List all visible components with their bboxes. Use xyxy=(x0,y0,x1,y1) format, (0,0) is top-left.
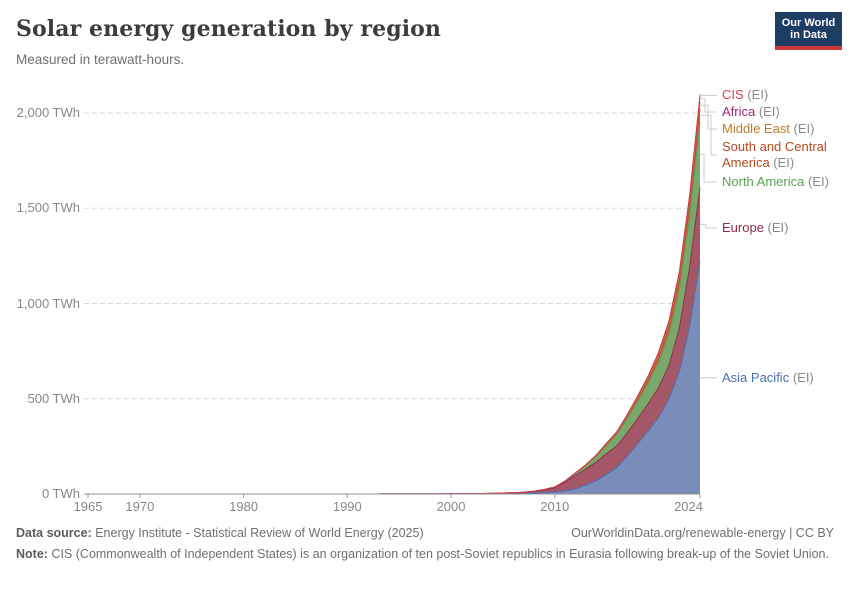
x-axis-label: 2010 xyxy=(540,499,570,514)
x-axis-label: 2000 xyxy=(436,499,466,514)
note-text: CIS (Commonwealth of Independent States)… xyxy=(51,547,829,561)
owid-logo-line1: Our World xyxy=(781,16,836,29)
area-europe xyxy=(88,187,700,495)
y-axis-label: 500 TWh xyxy=(27,390,80,406)
legend-series-name: North America xyxy=(722,174,805,189)
legend-connector xyxy=(700,104,717,130)
line-europe xyxy=(88,187,701,495)
license-label: CC BY xyxy=(795,526,834,540)
data-source-line: Data source: Energy Institute - Statisti… xyxy=(16,526,424,540)
line-north-america xyxy=(88,121,701,495)
y-axis-label: 2,000 TWh xyxy=(16,105,80,120)
legend-series-suffix: (EI) xyxy=(763,220,789,235)
y-axis-label: 1,000 TWh xyxy=(16,295,80,311)
attribution-divider: | xyxy=(789,526,793,540)
y-axis-label: 1,500 TWh xyxy=(16,200,80,216)
legend-series-name: Asia Pacific xyxy=(722,370,790,385)
owid-url-link[interactable]: OurWorldinData.org/renewable-energy xyxy=(571,526,786,540)
legend-item-south-and-central-america: South and Central America (EI) xyxy=(722,139,850,171)
legend-connector xyxy=(700,153,717,183)
owid-logo: Our World in Data xyxy=(775,12,842,50)
chart-footer: Data source: Energy Institute - Statisti… xyxy=(16,526,834,563)
line-cis xyxy=(88,94,701,495)
data-source-label: Data source: xyxy=(16,526,92,540)
legend-connector xyxy=(700,114,717,156)
area-cis xyxy=(88,94,700,494)
legend-series-suffix: (EI) xyxy=(789,370,814,385)
x-axis-label: 1970 xyxy=(125,499,155,514)
chart-subtitle: Measured in terawatt-hours. xyxy=(16,52,185,67)
x-axis-label: 1990 xyxy=(332,499,362,514)
legend-series-suffix: (EI) xyxy=(789,121,815,136)
area-north-america xyxy=(88,121,700,494)
legend-series-suffix: (EI) xyxy=(804,174,829,189)
legend-item-europe: Europe (EI) xyxy=(722,220,850,236)
legend-series-name: Middle East xyxy=(722,121,790,136)
area-africa xyxy=(88,96,700,494)
legend-series-suffix: (EI) xyxy=(743,87,769,102)
line-middle-east xyxy=(88,101,701,495)
attribution-line: OurWorldinData.org/renewable-energy | CC… xyxy=(571,526,834,540)
legend-connector xyxy=(700,223,717,229)
area-asia-pacific xyxy=(88,261,700,494)
legend-series-suffix: (EI) xyxy=(755,104,780,119)
legend-item-africa: Africa (EI) xyxy=(722,104,850,120)
legend-item-north-america: North America (EI) xyxy=(722,174,850,190)
line-south-and-central-america xyxy=(88,108,701,495)
note-label: Note: xyxy=(16,547,48,561)
y-axis-label: 0 TWh xyxy=(41,486,80,501)
owid-logo-line2: in Data xyxy=(790,29,827,41)
x-axis-label: 1965 xyxy=(73,499,103,514)
area-south-and-central-america xyxy=(88,109,700,494)
data-source-text: Energy Institute - Statistical Review of… xyxy=(95,526,424,540)
legend-item-asia-pacific: Asia Pacific (EI) xyxy=(722,370,850,386)
legend-series-name: South and Central America xyxy=(722,139,827,170)
area-middle-east xyxy=(88,101,700,494)
legend-series-name: Europe xyxy=(722,220,764,235)
legend-item-middle-east: Middle East (EI) xyxy=(722,121,850,137)
legend-series-suffix: (EI) xyxy=(769,155,795,170)
line-africa xyxy=(88,96,701,495)
line-asia-pacific xyxy=(88,261,701,495)
legend-item-cis: CIS (EI) xyxy=(722,87,850,103)
chart-note: Note: CIS (Commonwealth of Independent S… xyxy=(16,547,834,563)
legend-series-name: CIS xyxy=(722,87,744,102)
legend-series-name: Africa xyxy=(722,104,756,119)
x-axis-label: 2024 xyxy=(674,499,703,514)
legend-connector xyxy=(700,98,717,113)
page-title: Solar energy generation by region xyxy=(16,16,442,42)
x-axis-label: 1980 xyxy=(229,499,259,514)
